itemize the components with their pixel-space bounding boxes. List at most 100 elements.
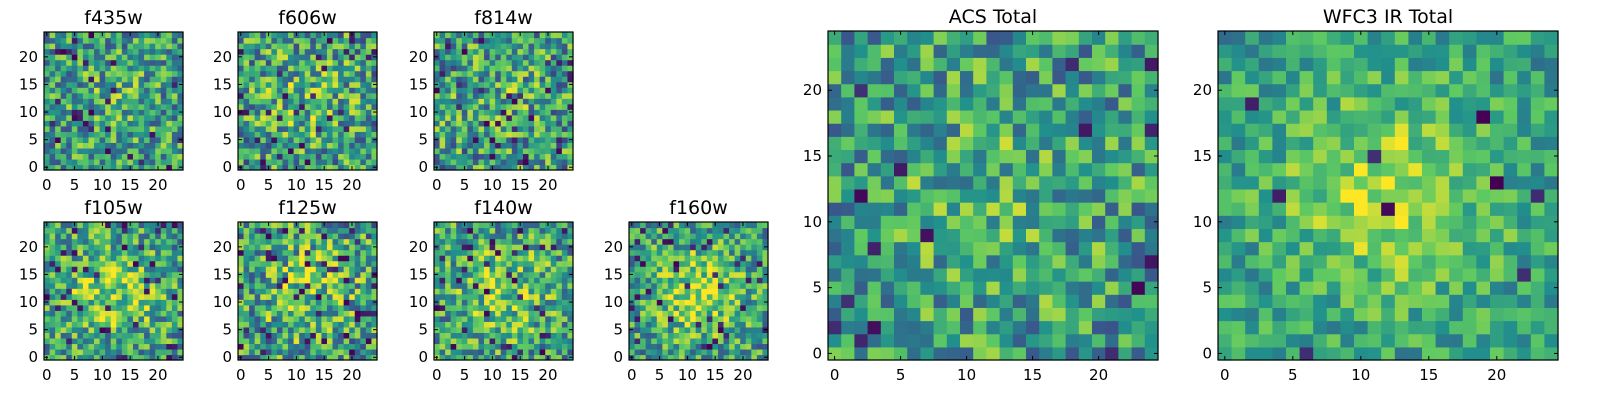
heatmap-cell (149, 125, 156, 132)
heatmap-cell (116, 114, 123, 121)
heatmap-cell (88, 299, 95, 306)
heatmap-cell (166, 222, 173, 229)
heatmap-cell (828, 188, 842, 203)
heatmap-cell (534, 131, 541, 138)
heatmap-cell (177, 120, 184, 127)
heatmap-cell (528, 164, 535, 171)
heatmap-cell (110, 310, 117, 317)
heatmap-cell (1105, 215, 1119, 229)
heatmap-cell (332, 114, 339, 121)
heatmap-cell (550, 48, 557, 55)
heatmap-cell (160, 343, 167, 350)
heatmap-cell (144, 81, 151, 88)
heatmap-cell (254, 255, 261, 262)
heatmap-cell (288, 310, 295, 317)
heatmap-cell (539, 222, 546, 229)
heatmap-cell (138, 293, 145, 300)
heatmap-cell (522, 293, 530, 300)
heatmap-cell (450, 164, 457, 171)
panel-title: f160w (669, 197, 728, 219)
heatmap-cell (467, 125, 474, 132)
heatmap-cell (673, 310, 680, 317)
heatmap-cell (82, 299, 90, 306)
heatmap-cell (99, 48, 106, 55)
heatmap-cell (260, 43, 267, 50)
heatmap-cell (740, 227, 747, 234)
heatmap-cell (679, 222, 686, 229)
heatmap-cell (662, 260, 669, 267)
heatmap-cell (701, 326, 708, 333)
x-tick-label: 0 (236, 366, 246, 384)
heatmap-cell (299, 125, 306, 132)
heatmap-cell (105, 321, 112, 328)
heatmap-cell (254, 337, 261, 345)
heatmap-cell (545, 332, 552, 339)
heatmap-cell (645, 321, 652, 328)
heatmap-cell (171, 37, 179, 44)
heatmap-cell (99, 65, 106, 72)
heatmap-cell (534, 142, 541, 149)
heatmap-cell (138, 142, 145, 149)
heatmap-cell (561, 354, 569, 361)
heatmap-cell (567, 332, 574, 339)
heatmap-cell (343, 164, 350, 171)
heatmap-cell (282, 271, 289, 278)
heatmap-cell (132, 65, 140, 72)
heatmap-cell (461, 114, 468, 121)
heatmap-cell (634, 238, 641, 245)
heatmap-cell (155, 244, 162, 251)
heatmap-cell (511, 120, 518, 127)
heatmap-cell (495, 304, 502, 311)
heatmap-cell (265, 255, 272, 262)
heatmap-cell (439, 32, 446, 39)
heatmap-cell (472, 48, 480, 55)
heatmap-cell (326, 70, 334, 77)
heatmap-cell (310, 227, 317, 234)
heatmap-cell (304, 114, 311, 121)
heatmap-cell (762, 304, 769, 311)
heatmap-cell (110, 131, 117, 138)
heatmap-cell (282, 310, 289, 317)
heatmap-cell (304, 277, 311, 284)
heatmap-cell (662, 282, 669, 289)
heatmap-cell (371, 103, 378, 110)
heatmap-cell (489, 153, 496, 160)
heatmap-cell (461, 337, 468, 345)
heatmap-cell (467, 227, 474, 234)
heatmap-cell (326, 98, 334, 105)
heatmap-cell (550, 310, 557, 317)
heatmap-cell (489, 348, 496, 356)
heatmap-cell (338, 103, 345, 110)
heatmap-cell (105, 32, 112, 39)
heatmap-cell (127, 48, 134, 55)
heatmap-cell (673, 271, 680, 278)
heatmap-cell (338, 227, 345, 234)
heatmap-cell (171, 153, 179, 160)
heatmap-cell (690, 310, 697, 317)
heatmap-cell (723, 266, 730, 273)
heatmap-cell (132, 92, 140, 99)
heatmap-cell (986, 320, 1001, 335)
heatmap-cell (138, 233, 145, 240)
heatmap-cell (44, 48, 51, 55)
heatmap-cell (365, 293, 373, 300)
heatmap-cell (55, 92, 62, 99)
heatmap-cell (461, 147, 468, 155)
heatmap-cell (276, 37, 284, 44)
heatmap-cell (690, 227, 697, 234)
heatmap-cell (343, 321, 350, 328)
heatmap-cell (960, 228, 974, 243)
heatmap-cell (254, 315, 261, 322)
heatmap-cell (495, 70, 502, 77)
heatmap-cell (517, 233, 524, 240)
heatmap-cell (116, 48, 123, 55)
heatmap-cell (717, 260, 725, 267)
heatmap-cell (310, 332, 317, 339)
heatmap-cell (88, 131, 95, 138)
heatmap-cell (121, 92, 128, 99)
heatmap-cell (66, 125, 73, 132)
heatmap-cell (640, 266, 647, 273)
heatmap-cell (304, 131, 311, 138)
heatmap-cell (304, 147, 311, 155)
heatmap-cell (144, 43, 151, 50)
